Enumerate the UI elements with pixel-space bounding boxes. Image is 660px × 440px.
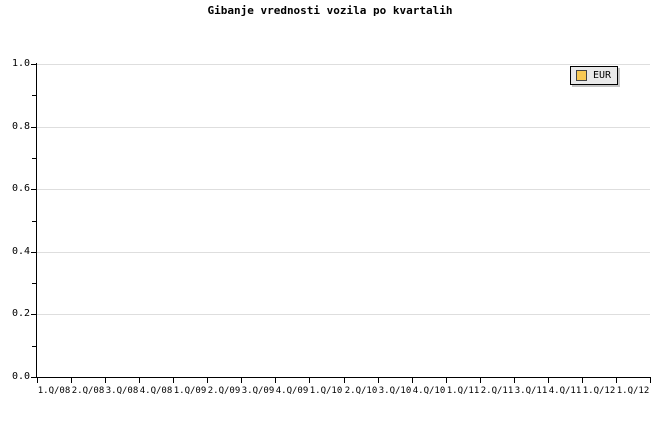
x-axis-label: 2.Q/08 [71,386,105,396]
y-axis-tick [31,189,36,191]
x-axis-tick [412,378,413,383]
y-axis-tick [31,314,36,316]
x-axis-tick [344,378,345,383]
x-axis-line [36,377,651,378]
y-axis-tick [31,251,36,253]
gridline [37,126,650,128]
x-axis-tick [207,378,208,383]
y-axis-minor-tick [32,95,36,97]
x-axis-label: 2.Q/09 [207,386,241,396]
x-axis-label: 2.Q/11 [480,386,514,396]
x-axis-tick [105,378,106,383]
x-axis-tick [514,378,515,383]
legend-label-eur: EUR [593,70,612,81]
legend[interactable]: EUR [570,66,619,85]
x-axis-tick [139,378,140,383]
x-axis-tick [582,378,583,383]
y-axis-line [36,63,37,378]
x-axis-label: 1.Q/10 [309,386,343,396]
y-axis-label: 0.6 [11,183,30,195]
x-axis-tick [480,378,481,383]
chart-title: Gibanje vrednosti vozila po kvartalih [207,4,453,17]
x-axis-tick [275,378,276,383]
x-axis-tick [650,378,651,383]
y-axis-label: 1.0 [11,58,30,69]
x-axis-label: 1.Q/08 [37,386,71,396]
plot-area [37,64,650,377]
gridline [37,64,650,65]
x-axis-label: 1.Q/11 [446,386,480,396]
x-axis-tick [241,378,242,383]
x-axis-tick [173,378,174,383]
x-axis-label: 3.Q/10 [378,386,412,396]
x-axis-tick [37,378,38,383]
x-axis-label: 1.Q/12 [616,386,650,396]
gridline [37,189,650,191]
x-axis-tick [71,378,72,383]
x-axis-label: 3.Q/09 [241,386,275,396]
x-axis-label: 1.Q/12 [582,386,616,396]
x-axis-label: 3.Q/08 [105,386,139,396]
y-axis-label: 0.0 [11,371,30,382]
y-axis-labels: 1.0 0.8 0.6 0.4 0.2 0.0 [0,0,30,440]
x-axis-tick [446,378,447,383]
y-axis-tick [31,126,36,128]
y-axis-label: 0.8 [11,120,30,132]
x-axis-tick [309,378,310,383]
x-axis-label: 4.Q/08 [139,386,173,396]
x-axis-label: 2.Q/10 [344,386,378,396]
x-axis-tick [548,378,549,383]
gridline [37,314,650,316]
y-axis-minor-tick [32,345,36,347]
y-axis-minor-tick [32,283,36,285]
x-axis-label: 4.Q/09 [275,386,309,396]
x-axis-tick [616,378,617,383]
x-axis-tick [378,378,379,383]
x-axis-label: 4.Q/10 [412,386,446,396]
gridline [37,251,650,253]
y-axis-minor-tick [32,220,36,222]
legend-swatch-eur [576,70,587,81]
y-axis-label: 0.2 [11,308,30,320]
x-axis-label: 3.Q/11 [514,386,548,396]
x-axis-label: 1.Q/09 [173,386,207,396]
y-axis-tick [31,377,36,378]
x-axis-label: 4.Q/11 [548,386,582,396]
y-axis-minor-tick [32,157,36,159]
y-axis-tick [31,64,36,65]
y-axis-label: 0.4 [11,245,30,257]
